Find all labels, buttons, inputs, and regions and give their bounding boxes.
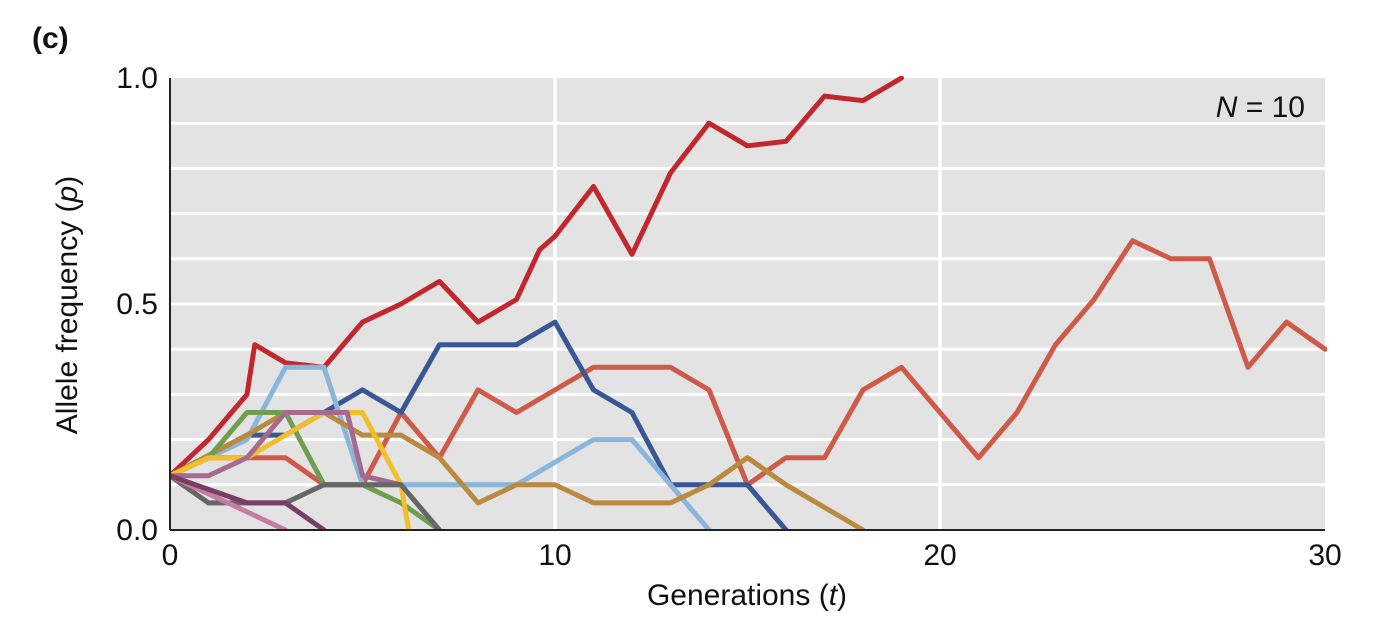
y-tick-label: 0.5 — [116, 288, 158, 321]
x-axis-label-suffix: ) — [837, 579, 847, 612]
annotation-var: N — [1216, 91, 1238, 124]
y-tick-label: 0.0 — [116, 514, 158, 547]
y-axis-label: Allele frequency (p) — [51, 176, 84, 434]
plot-area — [170, 78, 1325, 530]
y-axis-label-var: p — [51, 186, 84, 204]
x-tick-label: 20 — [923, 539, 956, 572]
series-group — [170, 76, 1327, 530]
y-axis-label-suffix: ) — [51, 176, 84, 186]
series-line-7 — [170, 410, 412, 530]
x-axis-label-prefix: Generations ( — [647, 579, 829, 612]
x-axis-label: Generations (t) — [647, 579, 847, 612]
y-tick-label: 1.0 — [116, 62, 158, 95]
panel-label: (c) — [32, 22, 69, 55]
population-annotation: N = 10 — [1216, 91, 1305, 124]
axes-layer: 0.0 0.5 1.0 0 10 20 30 — [116, 62, 1341, 572]
series-line-11 — [170, 473, 327, 530]
x-tick-label: 30 — [1308, 539, 1341, 572]
y-axis-label-prefix: Allele frequency ( — [51, 202, 84, 434]
series-line-1 — [170, 76, 904, 479]
x-axis-label-var: t — [829, 579, 839, 612]
x-tick-label: 0 — [162, 539, 179, 572]
x-tick-label: 10 — [538, 539, 571, 572]
series-layer — [170, 76, 1327, 530]
series-line-6 — [170, 410, 442, 530]
annotation-rest: = 10 — [1237, 91, 1305, 124]
series-line-8 — [170, 410, 404, 488]
series-line-9 — [170, 473, 442, 530]
